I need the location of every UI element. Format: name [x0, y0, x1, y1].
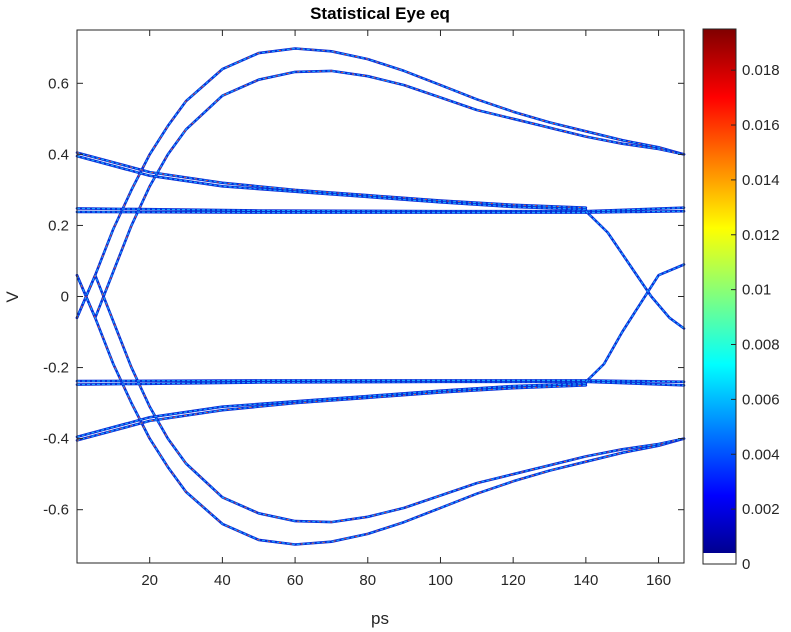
trace-lower-flat-b [75, 379, 686, 384]
y-tick-label: 0.4 [48, 146, 69, 163]
x-tick-label: 100 [428, 572, 453, 589]
colorbar-tick-label: 0.002 [742, 501, 780, 518]
colorbar-tick-label: 0.01 [742, 282, 771, 299]
trace-lower-decay-b [75, 382, 588, 439]
x-tick-label: 80 [359, 572, 376, 589]
colorbar-tick-label: 0.012 [742, 227, 780, 244]
colorbar-tick-label: 0.014 [742, 172, 780, 189]
y-axis-label: V [3, 291, 22, 303]
x-tick-label: 140 [573, 572, 598, 589]
colorbar-zero-band [703, 553, 736, 564]
y-axis: 0.6 0.4 0.2 0 -0.2 -0.4 -0.6 [43, 75, 684, 519]
trace-upper-flat-b [75, 209, 686, 214]
plot-area: 20 40 60 80 100 120 140 160 0.6 0.4 0.2 0 -0.2 -0.4 -… [43, 29, 686, 589]
x-tick-label: 160 [646, 572, 671, 589]
colorbar-tick-label: 0.018 [742, 62, 780, 79]
colorbar-tick-label: 0 [742, 556, 750, 573]
x-axis: 20 40 60 80 100 120 140 160 [141, 30, 671, 589]
trace-right-crossing-rise-b [584, 209, 686, 330]
x-tick-label: 20 [141, 572, 158, 589]
x-tick-label: 60 [287, 572, 304, 589]
trace-upper-flat-a [75, 206, 686, 213]
y-tick-label: 0 [61, 289, 69, 306]
trace-lower-outer-eye [75, 273, 686, 546]
colorbar-tick-label: 0.006 [742, 391, 780, 408]
trace-right-crossing-rise-a [584, 263, 686, 384]
y-tick-label: -0.6 [43, 502, 69, 519]
trace-upper-decay-b [75, 154, 588, 211]
y-tick-label: 0.6 [48, 75, 69, 92]
colorbar-ticks: 0 0.002 0.004 0.006 0.008 0.01 0.012 0.014 0.016… [731, 62, 780, 573]
eye-traces [75, 47, 686, 546]
colorbar-gradient [703, 29, 736, 553]
colorbar-frame [702, 28, 737, 565]
plot-background [77, 30, 684, 563]
colorbar: 0 0.002 0.004 0.006 0.008 0.01 0.012 0.014 0.016… [702, 28, 780, 573]
trace-upper-decay-a [75, 151, 588, 209]
x-tick-label: 40 [214, 572, 231, 589]
chart-title: Statistical Eye eq [310, 4, 450, 23]
y-tick-label: -0.2 [43, 360, 69, 377]
y-tick-label: 0.2 [48, 217, 69, 234]
trace-lower-flat-a [75, 380, 686, 387]
colorbar-tick-label: 0.008 [742, 337, 780, 354]
colorbar-tick-label: 0.016 [742, 117, 780, 134]
trace-upper-outer-eye [75, 47, 686, 320]
colorbar-tick-label: 0.004 [742, 446, 780, 463]
y-tick-label: -0.4 [43, 431, 69, 448]
trace-lower-decay-a [75, 383, 588, 442]
x-tick-label: 120 [501, 572, 526, 589]
x-axis-label: ps [371, 609, 389, 628]
